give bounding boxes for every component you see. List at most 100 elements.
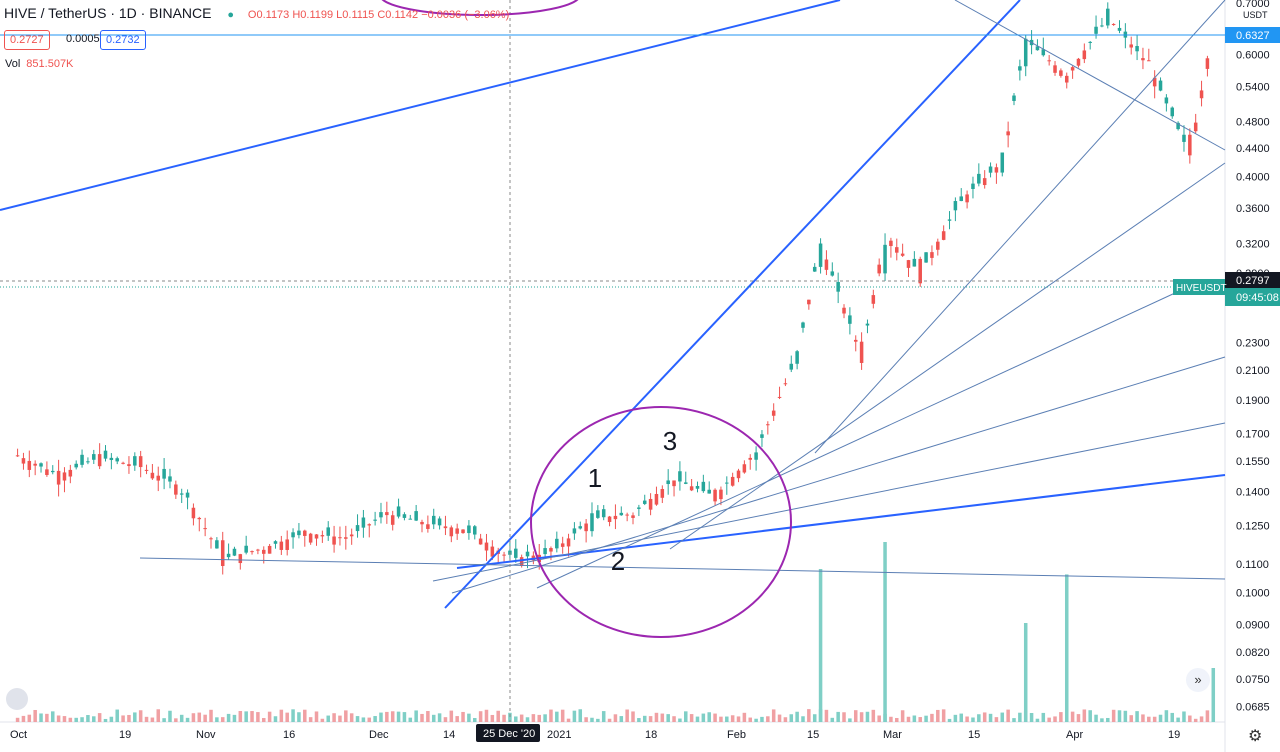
volume-bar xyxy=(812,714,817,722)
volume-bar xyxy=(637,718,641,722)
volume-bar xyxy=(971,717,975,722)
candle-body xyxy=(959,196,964,202)
candle-body xyxy=(68,469,73,477)
scroll-to-realtime-button[interactable]: » xyxy=(1186,668,1210,692)
fan-line-1 xyxy=(432,422,1226,582)
volume-bar xyxy=(912,715,917,722)
volume-bar xyxy=(50,711,55,722)
volume-bar xyxy=(496,710,500,722)
candle-body xyxy=(162,468,166,479)
bid-price[interactable]: 0.2727 xyxy=(4,30,50,50)
volume-bar xyxy=(115,709,119,722)
candle-body xyxy=(197,517,202,520)
volume-bar xyxy=(338,715,342,722)
volume-bar xyxy=(830,717,835,722)
candle-body xyxy=(1041,49,1046,56)
volume-bar xyxy=(226,713,231,722)
candle-body xyxy=(918,258,922,284)
candle-body xyxy=(578,526,583,529)
tradingview-logo-icon[interactable] xyxy=(6,688,28,710)
volume-bar xyxy=(349,713,354,722)
volume-bar xyxy=(1076,714,1081,722)
volume-bar xyxy=(461,711,465,722)
volume-bar xyxy=(736,716,741,722)
candle-body xyxy=(631,515,635,518)
candle-body xyxy=(807,299,811,305)
candle-body xyxy=(373,519,377,521)
volume-bar xyxy=(801,716,805,722)
candle-body xyxy=(719,489,723,500)
candle-body xyxy=(449,527,454,537)
candle-body xyxy=(941,231,946,240)
volume-bar xyxy=(308,717,313,722)
volume-spike-bar xyxy=(883,542,887,722)
price-tick: 0.4400 xyxy=(1236,143,1270,155)
candle-body xyxy=(267,545,272,554)
candle-body xyxy=(1047,60,1051,62)
volume-bar xyxy=(807,709,811,722)
volume-bar xyxy=(713,713,717,722)
candle-body xyxy=(701,481,706,492)
candle-body xyxy=(525,551,530,557)
volume-bar xyxy=(777,714,782,722)
volume-bar xyxy=(431,714,436,722)
candle-body xyxy=(203,528,207,530)
volume-bar xyxy=(121,715,125,722)
volume-bar xyxy=(1006,709,1010,722)
volume-bar xyxy=(478,711,483,722)
volume-bar xyxy=(1041,712,1046,722)
volume-bar xyxy=(373,716,377,722)
price-tick: 0.1100 xyxy=(1236,559,1269,571)
candle-body xyxy=(1117,27,1122,31)
candle-body xyxy=(988,166,993,173)
volume-bar xyxy=(959,713,964,722)
partial-circle xyxy=(381,0,579,16)
volume-bar xyxy=(191,713,196,722)
price-tick: 0.0750 xyxy=(1236,674,1270,686)
volume-bar xyxy=(596,718,600,722)
volume-bar xyxy=(701,713,706,722)
time-tick: 14 xyxy=(443,729,455,741)
candle-body xyxy=(361,517,366,528)
candle-body xyxy=(695,485,700,489)
gear-icon[interactable]: ⚙ xyxy=(1248,728,1263,745)
price-tick: 0.0685 xyxy=(1236,701,1270,713)
volume-bar xyxy=(344,710,348,722)
candle-body xyxy=(830,271,835,276)
volume-bar xyxy=(789,714,794,722)
time-tick: Apr xyxy=(1066,729,1083,741)
volume-bar xyxy=(1147,716,1151,722)
candle-body xyxy=(877,264,881,274)
volume-bar xyxy=(1164,710,1169,722)
candle-body xyxy=(1035,46,1040,51)
currency-label: USDT xyxy=(1243,10,1268,20)
candle-body xyxy=(437,518,442,526)
volume-bar xyxy=(15,717,20,722)
time-tick: 15 xyxy=(807,729,819,741)
candle-body xyxy=(1100,25,1104,27)
volume-bar xyxy=(74,717,78,722)
candle-body xyxy=(971,183,975,190)
time-tick: 16 xyxy=(283,729,295,741)
symbol-title[interactable]: HIVE / TetherUS · 1D · BINANCE xyxy=(4,5,212,21)
volume-bar xyxy=(273,716,278,722)
candle-body xyxy=(1064,75,1069,83)
ask-price[interactable]: 0.2732 xyxy=(100,30,146,50)
candle-body xyxy=(1205,58,1210,69)
volume-spike-bar xyxy=(1211,668,1216,722)
volume-bar xyxy=(824,709,829,722)
candle-body xyxy=(1158,80,1163,91)
candle-body xyxy=(80,454,84,465)
volume-bar xyxy=(402,712,407,722)
candle-body xyxy=(244,545,248,553)
volume-bar xyxy=(109,716,114,722)
candle-body xyxy=(1106,8,1110,26)
volume-bar xyxy=(977,714,981,722)
price-tick: 0.4800 xyxy=(1236,117,1270,129)
price-tick: 0.1550 xyxy=(1236,456,1270,468)
candle-body xyxy=(490,546,495,557)
candle-body xyxy=(566,538,571,547)
volume-bar xyxy=(185,717,190,722)
candle-body xyxy=(713,489,717,502)
